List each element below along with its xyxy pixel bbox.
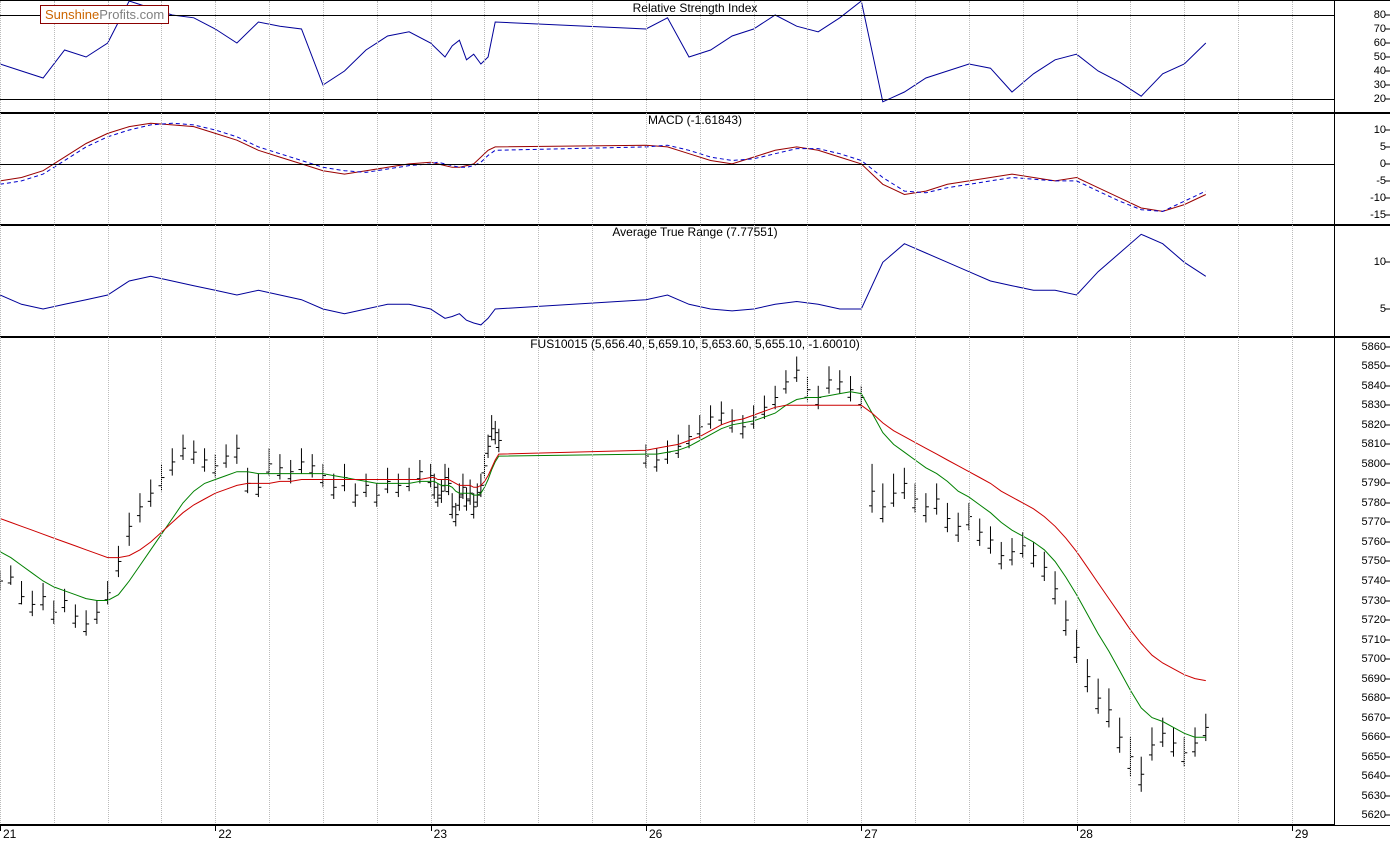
y-tick-label: 5630 (1362, 790, 1386, 802)
x-tick-label: 29 (1295, 827, 1308, 841)
y-tick-label: 5710 (1362, 634, 1386, 646)
y-tick-label: 5820 (1362, 419, 1386, 431)
x-tick-label: 22 (218, 827, 231, 841)
macd-svg (0, 113, 1335, 225)
y-tick-label: 5810 (1362, 438, 1386, 450)
y-tick-label: 5670 (1362, 712, 1386, 724)
x-tick-label: 26 (649, 827, 662, 841)
y-tick-label: 5720 (1362, 614, 1386, 626)
y-tick-label: 5790 (1362, 477, 1386, 489)
y-tick-label: 5690 (1362, 673, 1386, 685)
macd-yaxis: -15-10-50510 (1334, 113, 1390, 225)
price-title: FUS10015 (5,656.40, 5,659.10, 5,653.60, … (528, 337, 862, 351)
y-tick-label: 5770 (1362, 516, 1386, 528)
y-tick-label: 5840 (1362, 380, 1386, 392)
y-tick-label: 5650 (1362, 751, 1386, 763)
y-tick-label: -10 (1370, 192, 1386, 204)
y-tick-label: 5620 (1362, 809, 1386, 821)
rsi-title: Relative Strength Index (631, 1, 760, 15)
atr-title: Average True Range (7.77551) (610, 225, 779, 239)
watermark-badge: SunshineProfits.com (40, 5, 169, 24)
watermark-part2: Profits.com (99, 7, 164, 22)
price-svg (0, 337, 1335, 825)
macd-title: MACD (-1.61843) (646, 113, 744, 127)
atr-panel: Average True Range (7.77551) 510 (0, 224, 1390, 338)
atr-svg (0, 225, 1335, 337)
y-tick-label: 5700 (1362, 653, 1386, 665)
watermark-part1: Sunshine (45, 7, 99, 22)
x-tick-label: 23 (434, 827, 447, 841)
x-axis: 21 22 23 26 27 28 29 (0, 824, 1335, 845)
rsi-svg (0, 1, 1335, 113)
y-tick-label: 5640 (1362, 770, 1386, 782)
x-tick-label: 28 (1080, 827, 1093, 841)
y-tick-label: 5660 (1362, 731, 1386, 743)
y-tick-label: 5750 (1362, 555, 1386, 567)
y-tick-label: 5800 (1362, 458, 1386, 470)
macd-panel: MACD (-1.61843) -15-10-50510 (0, 112, 1390, 226)
y-tick-label: 5830 (1362, 399, 1386, 411)
y-tick-label: 5730 (1362, 595, 1386, 607)
price-yaxis: 5620 5630 5640 5650 5660 5670 5680 5690 5700 5710… (1334, 337, 1390, 825)
y-tick-label: 5850 (1362, 360, 1386, 372)
x-tick-label: 21 (3, 827, 16, 841)
y-tick-label: 5780 (1362, 497, 1386, 509)
y-tick-label: 5860 (1362, 341, 1386, 353)
atr-yaxis: 510 (1334, 225, 1390, 337)
x-tick-label: 27 (864, 827, 877, 841)
rsi-panel: Relative Strength Index 20304050607080 (0, 0, 1390, 114)
price-panel: FUS10015 (5,656.40, 5,659.10, 5,653.60, … (0, 336, 1390, 826)
y-tick-label: 5680 (1362, 692, 1386, 704)
rsi-yaxis: 20304050607080 (1334, 1, 1390, 113)
y-tick-label: 5760 (1362, 536, 1386, 548)
y-tick-label: 5740 (1362, 575, 1386, 587)
y-tick-label: -15 (1370, 209, 1386, 221)
